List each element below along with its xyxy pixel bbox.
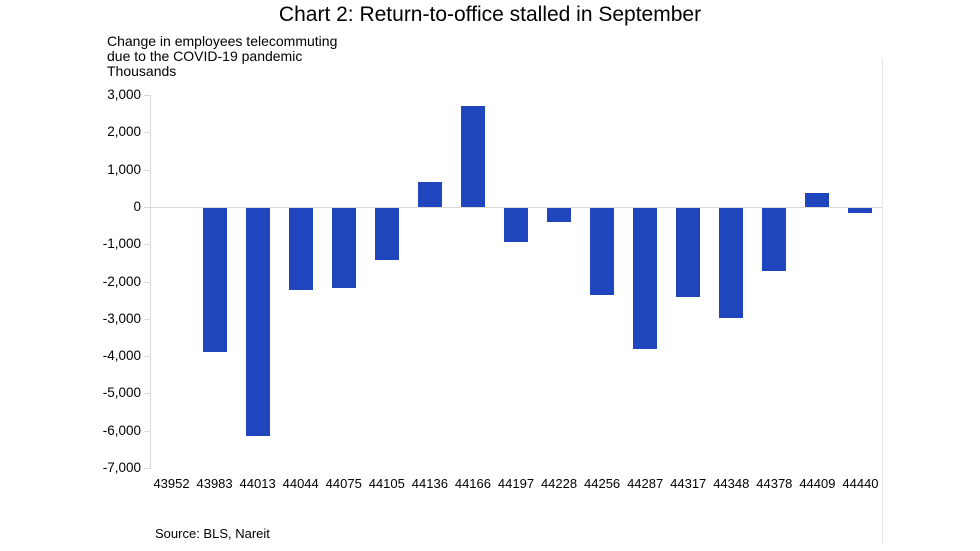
plot-right-border <box>882 58 883 544</box>
bar-43983 <box>202 208 227 352</box>
axis-units-label: Thousands <box>107 63 177 79</box>
bar-44075 <box>331 208 356 289</box>
bar-44044 <box>288 208 313 291</box>
x-axis-tick-label: 44256 <box>584 476 621 491</box>
y-axis-tick <box>144 393 150 395</box>
x-axis-tick-label: 44378 <box>756 476 793 491</box>
x-axis-tick-label: 44317 <box>670 476 707 491</box>
y-axis-tick <box>144 206 150 208</box>
subtitle-line-2: due to the COVID-19 pandemic <box>107 48 303 64</box>
bar-44440 <box>848 208 873 213</box>
y-axis-tick-label: 1,000 <box>107 161 141 177</box>
x-axis-tick-label: 44044 <box>282 476 319 491</box>
y-axis-tick-label: -2,000 <box>102 273 141 289</box>
y-axis-tick-label: -5,000 <box>102 385 141 401</box>
bar-44228 <box>547 208 572 223</box>
subtitle-line-1: Change in employees telecommuting <box>107 33 338 49</box>
bar-44136 <box>417 182 442 207</box>
y-axis-tick-label: 2,000 <box>107 124 141 140</box>
x-axis-tick-label: 44197 <box>497 476 535 491</box>
y-axis-tick <box>144 132 150 134</box>
x-axis-tick-label: 43983 <box>196 476 233 491</box>
y-axis-tick-label: -4,000 <box>102 348 141 364</box>
x-axis-tick-label: 44136 <box>411 476 448 491</box>
y-axis-tick-label: -6,000 <box>102 422 141 438</box>
y-axis-tick <box>144 281 150 283</box>
x-axis-tick-label: 44348 <box>713 476 750 491</box>
y-axis-tick-label: -3,000 <box>102 310 141 326</box>
x-axis-tick-label: 44440 <box>842 476 879 491</box>
x-axis-tick-label: 44105 <box>368 476 405 491</box>
y-axis-tick-label: 3,000 <box>107 87 141 102</box>
bar-44166 <box>460 106 485 207</box>
x-axis-tick-label: 44228 <box>540 476 578 491</box>
y-axis-tick-label: -1,000 <box>102 236 141 252</box>
bar-44317 <box>676 208 701 297</box>
y-axis-tick <box>144 468 150 469</box>
x-axis-tick-label: 44166 <box>454 476 491 491</box>
y-axis-tick <box>144 244 150 246</box>
y-axis-tick <box>144 169 150 171</box>
x-axis-tick-label: 44013 <box>239 476 276 491</box>
bar-44287 <box>633 208 658 349</box>
y-axis-tick-label: -7,000 <box>102 460 141 475</box>
zero-gridline <box>150 207 882 208</box>
chart-subtitle: Change in employees telecommuting due to… <box>107 34 337 79</box>
bar-44013 <box>245 208 270 436</box>
x-axis-tick-label: 43952 <box>153 476 190 491</box>
bar-44105 <box>374 208 399 261</box>
bar-44197 <box>504 208 528 242</box>
y-axis-tick <box>144 356 150 358</box>
bar-44348 <box>719 208 744 319</box>
y-axis-tick <box>144 430 150 432</box>
bar-44256 <box>590 208 615 295</box>
y-axis-tick <box>144 318 150 320</box>
bar-44409 <box>805 192 830 207</box>
source-note: Source: BLS, Nareit <box>155 526 270 541</box>
y-axis-tick <box>144 95 150 96</box>
bar-44378 <box>762 208 787 272</box>
x-axis-tick-label: 44075 <box>325 476 362 491</box>
y-axis-line <box>150 95 151 469</box>
x-axis-tick-label: 44287 <box>627 476 664 491</box>
y-axis-tick-label: 0 <box>133 198 141 214</box>
x-axis-tick-label: 44409 <box>799 476 836 491</box>
chart-title: Chart 2: Return-to-office stalled in Sep… <box>278 3 702 26</box>
